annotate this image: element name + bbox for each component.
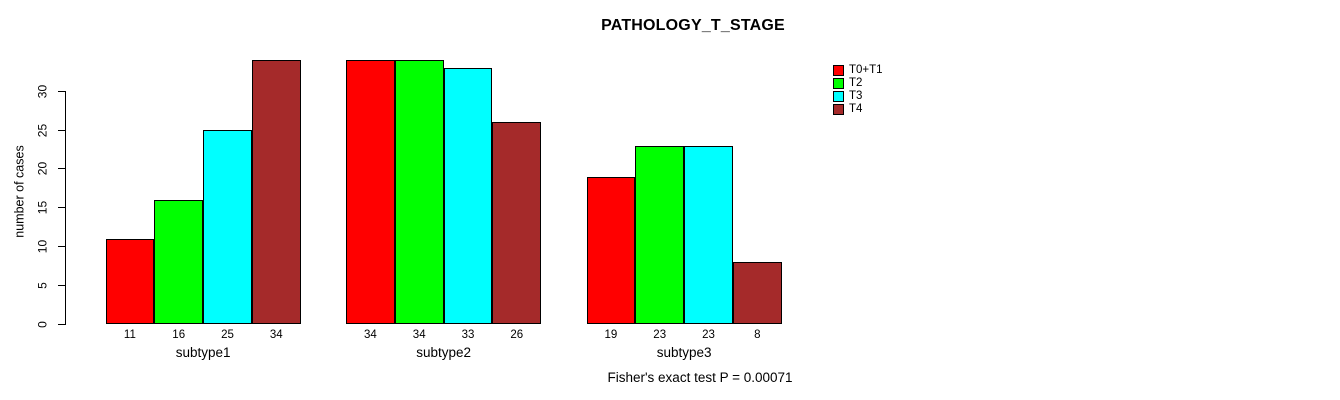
bar-subtype1-t2 <box>154 199 204 324</box>
bar-value-label: 16 <box>172 329 186 341</box>
legend-label: T2 <box>849 77 863 89</box>
y-axis-tick <box>58 168 65 170</box>
y-tick-label: 25 <box>35 123 49 137</box>
bar-value-label: 26 <box>510 329 524 341</box>
chart-title: PATHOLOGY_T_STAGE <box>601 17 785 34</box>
legend-item: T4 <box>833 103 883 115</box>
legend-swatch <box>833 104 844 115</box>
legend-item: T0+T1 <box>833 64 883 76</box>
bar-value-label: 34 <box>269 329 283 341</box>
bar-subtype1-t4 <box>251 60 301 324</box>
bar-subtype2-t2 <box>394 60 444 324</box>
x-category-label: subtype2 <box>416 345 471 360</box>
y-axis-label: number of cases <box>12 145 27 238</box>
bar-value-label: 11 <box>123 329 136 341</box>
bar-subtype1-t3 <box>203 130 252 324</box>
bar-value-label: 34 <box>364 329 377 341</box>
legend-item: T2 <box>833 77 883 89</box>
bar-subtype3-t4 <box>732 261 782 324</box>
bar-subtype3-t0-t1 <box>586 176 636 324</box>
bar-value-label: 8 <box>754 329 761 341</box>
y-axis-tick <box>58 245 65 247</box>
y-axis-line <box>65 91 66 325</box>
legend-swatch <box>833 91 844 102</box>
bar-value-label: 25 <box>221 329 234 341</box>
stat-annotation: Fisher's exact test P = 0.00071 <box>607 370 793 385</box>
legend-swatch <box>833 65 844 76</box>
legend: T0+T1 T2 T3 T4 <box>833 64 883 115</box>
bar-subtype2-t3 <box>443 67 493 324</box>
bar-subtype3-t2 <box>635 145 685 324</box>
bar-value-label: 23 <box>653 329 667 341</box>
y-axis-tick <box>58 90 65 92</box>
y-axis-tick <box>58 207 65 209</box>
bar-value-label: 34 <box>412 329 426 341</box>
bar-subtype3-t3 <box>684 145 733 324</box>
bar-value-label: 19 <box>604 329 618 341</box>
bar-subtype1-t0-t1 <box>105 238 155 324</box>
y-axis-tick <box>58 323 65 325</box>
bar-subtype2-t0-t1 <box>346 60 395 324</box>
y-tick-label: 0 <box>35 320 49 328</box>
legend-label: T0+T1 <box>849 64 883 76</box>
y-tick-label: 5 <box>35 281 49 289</box>
legend-label: T4 <box>849 103 863 115</box>
x-category-label: subtype3 <box>656 345 712 360</box>
y-axis-tick <box>58 284 65 286</box>
bar-value-label: 23 <box>702 329 715 341</box>
y-tick-label: 15 <box>35 200 49 215</box>
y-tick-label: 10 <box>35 239 49 254</box>
y-axis-tick <box>58 129 65 131</box>
legend-swatch <box>833 78 844 89</box>
legend-label: T3 <box>849 90 863 102</box>
y-tick-label: 30 <box>35 84 49 98</box>
y-tick-label: 20 <box>35 162 49 176</box>
x-category-label: subtype1 <box>175 345 231 360</box>
legend-item: T3 <box>833 90 883 102</box>
bar-subtype2-t4 <box>492 122 542 324</box>
bar-value-label: 33 <box>461 329 475 341</box>
